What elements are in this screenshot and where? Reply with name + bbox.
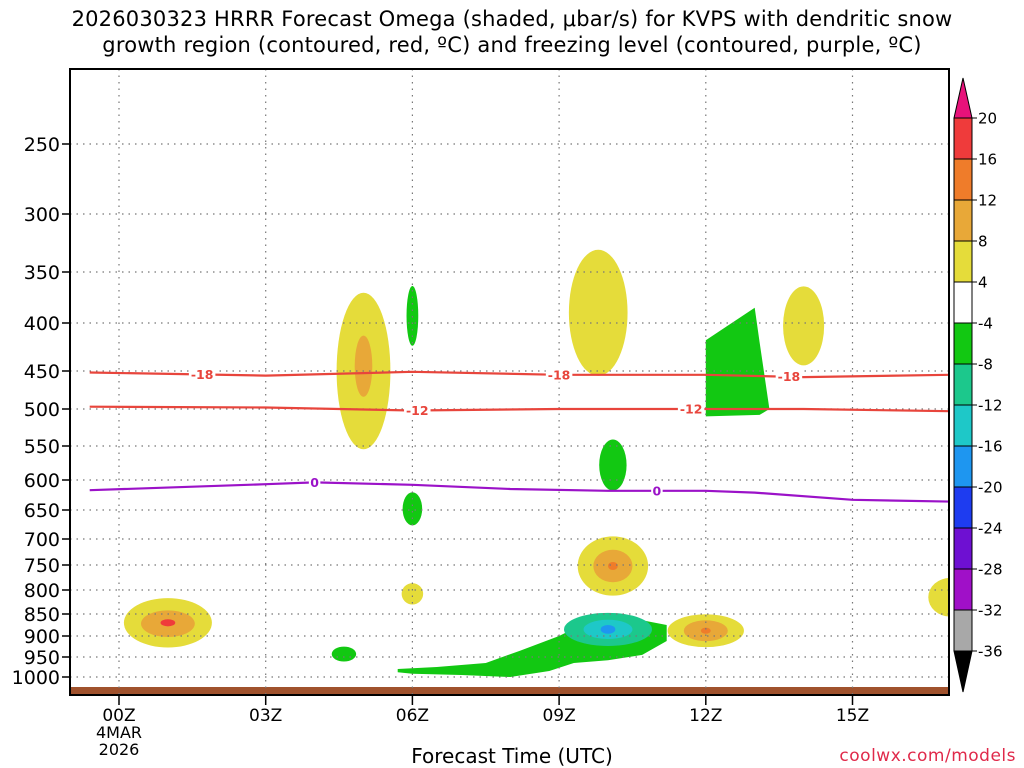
- omega-area: [160, 619, 176, 627]
- omega-area: [928, 577, 949, 617]
- contour-label-bg: [775, 369, 803, 384]
- contour-label: -18: [778, 369, 801, 384]
- ground-strip: [70, 687, 949, 695]
- y-tick-label: 500: [24, 399, 60, 421]
- colorbar-top-arrow: [953, 77, 973, 119]
- x-tick-label: 12Z: [689, 706, 722, 726]
- contour-label-bg: [651, 483, 663, 498]
- contour-label: 0: [653, 483, 662, 498]
- colorbar-label: -8: [978, 356, 993, 374]
- grid-lines: [70, 69, 949, 695]
- y-tick-label: 350: [24, 262, 60, 284]
- contour-label-bg: [188, 367, 216, 382]
- x-tick-label: 15Z: [836, 706, 869, 726]
- colorbar-bin: [953, 240, 973, 283]
- y-tick-label: 900: [24, 626, 60, 648]
- omega-area: [331, 646, 357, 662]
- colorbar-bin: [953, 609, 973, 652]
- y-tick-label: 550: [24, 436, 60, 458]
- colorbar-bin: [953, 322, 973, 365]
- x-axis-title: Forecast Time (UTC): [411, 744, 613, 768]
- y-tick-label: 600: [24, 470, 60, 492]
- colorbar-bin: [953, 568, 973, 611]
- contour-label-bg: [677, 402, 705, 416]
- temperature-contours: -18 -18 -18 -12 -12 0 0: [89, 367, 949, 503]
- colorbar-label: -28: [978, 561, 1003, 579]
- chart-title-line1: 2026030323 HRRR Forecast Omega (shaded, …: [71, 7, 953, 31]
- colorbar-label: -12: [978, 397, 1003, 415]
- ground-strip-fill: [70, 687, 949, 695]
- colorbar: 20 16 12 8 4 -4 -8 -12 -16 -20 -24 -28 -32 -36: [953, 77, 1003, 693]
- contour-label: -18: [191, 367, 214, 382]
- colorbar-bin: [953, 199, 973, 242]
- contour-label: -12: [680, 402, 703, 417]
- omega-area: [402, 492, 423, 526]
- colorbar-label: -36: [978, 643, 1003, 661]
- y-tick-label: 300: [24, 204, 60, 226]
- colorbar-bin: [953, 404, 973, 447]
- colorbar-bin: [953, 363, 973, 406]
- y-tick-label: 700: [24, 529, 60, 551]
- omega-area: [406, 285, 419, 346]
- contour-label-bg: [545, 367, 573, 382]
- colorbar-label: -32: [978, 602, 1003, 620]
- contour-label-bg: [404, 403, 431, 418]
- chart-title: 2026030323 HRRR Forecast Omega (shaded, …: [0, 6, 1024, 58]
- x-tick-label: 06Z: [396, 706, 429, 726]
- colorbar-label: 4: [978, 274, 988, 292]
- colorbar-bin: [953, 158, 973, 201]
- plot-frame: [69, 68, 950, 696]
- colorbar-label: 8: [978, 233, 988, 251]
- y-tick-label: 250: [24, 134, 60, 156]
- y-tick-label: 450: [24, 361, 60, 383]
- x-tick-label: 00Z: [102, 706, 135, 726]
- colorbar-label: 12: [978, 192, 997, 210]
- chart-title-line2: growth region (contoured, red, ºC) and f…: [102, 33, 922, 57]
- colorbar-label: 20: [978, 110, 997, 128]
- contour-label-bg: [308, 475, 321, 490]
- omega-area: [600, 625, 616, 634]
- contour-line: [89, 405, 949, 413]
- colorbar-bin: [953, 486, 973, 529]
- contour-label: -18: [548, 367, 571, 382]
- y-axis: 2503003504004505005506006507007508008509…: [12, 134, 70, 689]
- colorbar-bin: [953, 445, 973, 488]
- y-tick-label: 800: [24, 580, 60, 602]
- colorbar-label: -20: [978, 479, 1003, 497]
- y-tick-label: 850: [24, 604, 60, 626]
- colorbar-bin: [953, 281, 973, 324]
- y-tick-label: 400: [24, 313, 60, 335]
- colorbar-bin: [953, 117, 973, 160]
- y-tick-label: 750: [24, 555, 60, 577]
- y-tick-label: 650: [24, 500, 60, 522]
- colorbar-label: 16: [978, 151, 997, 169]
- credit-link[interactable]: coolwx.com/models: [839, 746, 1016, 766]
- colorbar-bottom-arrow: [953, 650, 973, 693]
- x-date-label: 4MAR: [96, 723, 142, 742]
- x-tick-label: 03Z: [249, 706, 282, 726]
- contour-line: [89, 370, 949, 379]
- contour-label: -12: [406, 403, 429, 418]
- omega-area: [608, 561, 618, 571]
- y-tick-label: 950: [24, 647, 60, 669]
- omega-area: [401, 583, 424, 605]
- contour-line: [89, 481, 949, 503]
- omega-shading: [123, 249, 949, 677]
- omega-area: [705, 307, 770, 417]
- omega-area: [700, 627, 711, 634]
- x-year-label: 2026: [99, 740, 140, 759]
- colorbar-label: -4: [978, 315, 993, 333]
- colorbar-bin: [953, 527, 973, 570]
- y-tick-label: 1000: [12, 667, 60, 689]
- colorbar-label: -24: [978, 520, 1003, 538]
- colorbar-label: -16: [978, 438, 1003, 456]
- contour-label: 0: [310, 475, 319, 490]
- omega-area: [568, 249, 628, 376]
- omega-area: [783, 286, 825, 366]
- omega-area: [354, 335, 373, 397]
- omega-area: [599, 439, 627, 491]
- x-tick-label: 09Z: [542, 706, 575, 726]
